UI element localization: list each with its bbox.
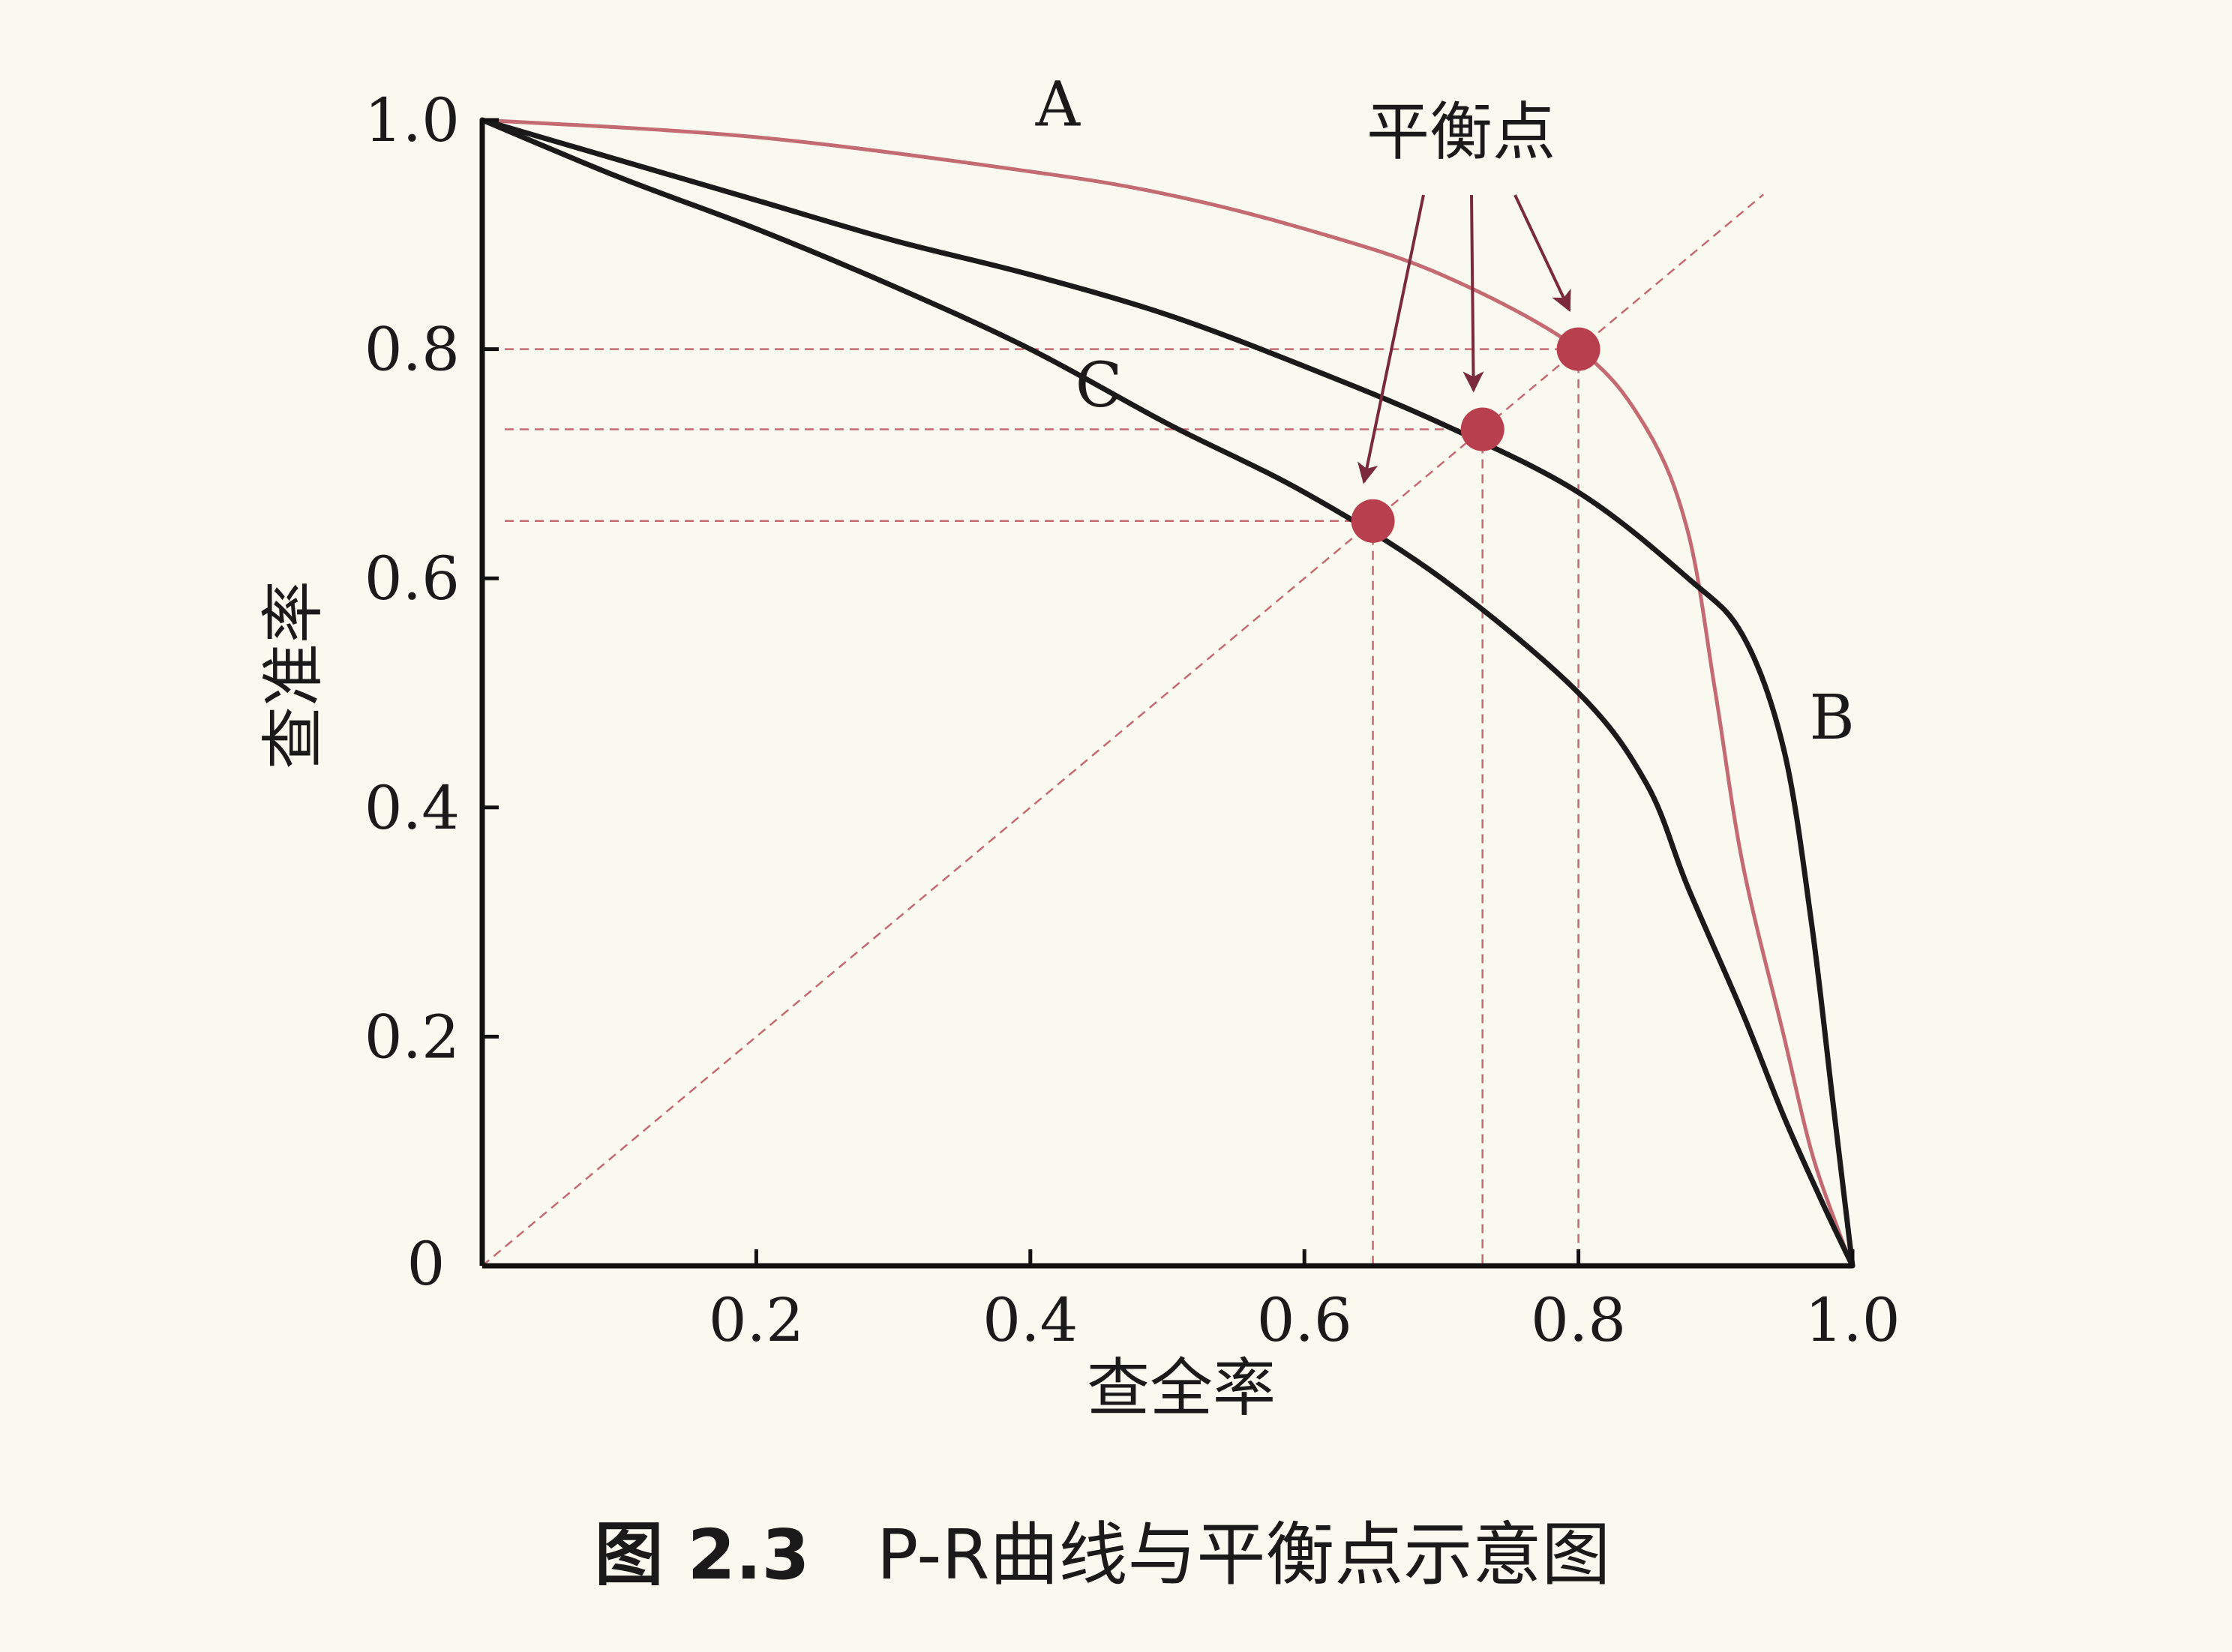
x-tick-label-4: 0.8 <box>1531 1285 1626 1355</box>
break-even-annotation: 平衡点 <box>1366 95 1556 169</box>
caption-text: P-R曲线与平衡点示意图 <box>877 1515 1611 1595</box>
x-ticks: 0 0.2 0.4 0.6 0.8 1.0 <box>407 1229 1900 1355</box>
y-axis-label: 查准率 <box>256 580 330 769</box>
x-tick-label-5: 1.0 <box>1804 1285 1900 1355</box>
figure-caption: 图 2.3 P-R曲线与平衡点示意图 <box>595 1515 1611 1595</box>
x-tick-label-1: 0.2 <box>709 1285 804 1355</box>
y-ticks: 0.2 0.4 0.6 0.8 1.0 <box>364 85 499 1072</box>
y-tick-label-0: 0.2 <box>364 1002 460 1072</box>
y-tick-label-1: 0.4 <box>364 773 460 843</box>
curve-label-b: B <box>1809 682 1854 754</box>
curve-label-c: C <box>1076 350 1123 421</box>
caption-number: 图 2.3 <box>595 1515 810 1595</box>
reference-diagonal <box>482 193 1765 1267</box>
curve-c <box>479 117 1856 1269</box>
x-tick-label-2: 0.4 <box>982 1285 1078 1355</box>
arrow-to-a <box>1514 194 1571 313</box>
y-tick-label-2: 0.6 <box>364 544 460 613</box>
y-tick-label-3: 0.8 <box>364 315 460 385</box>
curve-labels: A B C <box>1035 70 1855 754</box>
break-even-point-b <box>1460 407 1504 451</box>
x-tick-label-3: 0.6 <box>1257 1285 1352 1355</box>
arrow-to-b <box>1462 194 1484 393</box>
x-tick-label-0: 0 <box>407 1229 446 1299</box>
break-even-guides <box>505 348 1580 1266</box>
annotation-arrows <box>1357 194 1571 484</box>
x-axis-label: 查全率 <box>1087 1351 1276 1425</box>
curve-label-a: A <box>1035 70 1082 141</box>
arrow-to-c <box>1357 194 1425 484</box>
break-even-points <box>1351 327 1600 543</box>
break-even-point-c <box>1351 499 1395 543</box>
curve-a <box>480 118 1855 1268</box>
break-even-point-a <box>1556 327 1600 371</box>
y-tick-label-4: 1.0 <box>364 85 460 155</box>
